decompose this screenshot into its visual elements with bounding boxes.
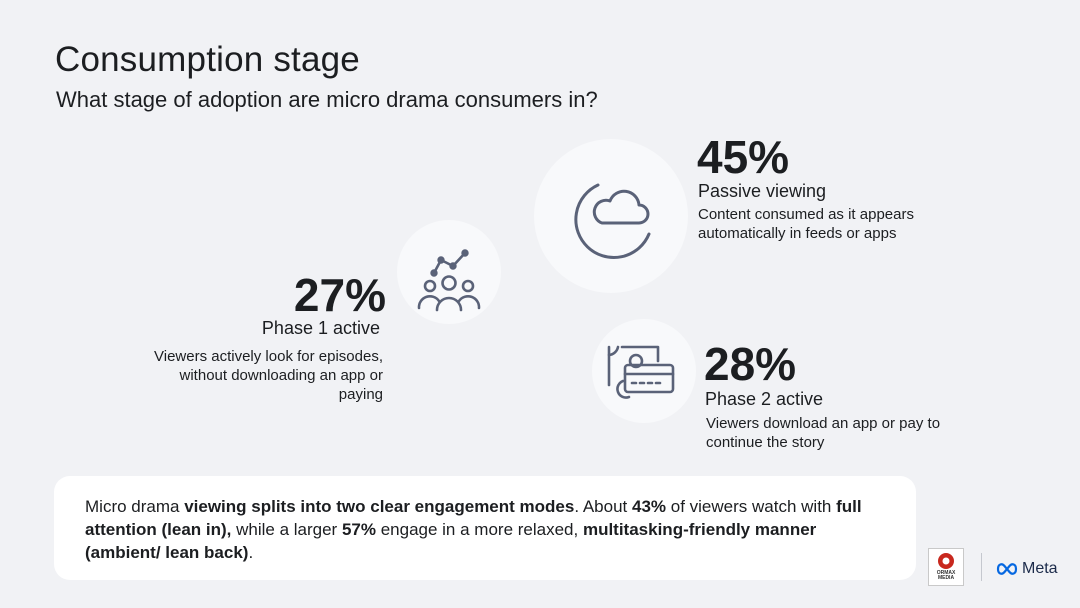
ormax-logo-text: ORMAX MEDIA — [929, 571, 963, 581]
ormax-media-logo: ORMAX MEDIA — [928, 548, 964, 586]
summary-highlight: multitasking-friendly manner (ambient/ l… — [85, 520, 817, 562]
summary-text: . — [248, 543, 254, 562]
phase2-icon-circle — [592, 319, 696, 423]
ormax-emblem-icon — [938, 553, 954, 569]
summary-box: Micro drama viewing splits into two clea… — [54, 476, 916, 580]
logo-divider — [981, 553, 982, 581]
stage-percent: 27% — [293, 269, 386, 321]
passive-viewing-icon-circle — [534, 139, 688, 293]
stage-description: Content consumed as it appears automatic… — [698, 206, 914, 242]
stage-label: Phase 2 active — [705, 389, 824, 409]
meta-logo: Meta — [996, 560, 1058, 578]
moon-cloud-icon — [574, 183, 651, 260]
page-subtitle: What stage of adoption are micro drama c… — [56, 87, 598, 112]
payment-card-icon — [607, 345, 675, 399]
summary-highlight: 57% — [341, 520, 376, 539]
summary-text: Micro drama — [85, 497, 185, 516]
summary-highlight: 43% — [632, 497, 667, 516]
stage-percent: 45% — [697, 131, 790, 183]
summary-text: while a larger — [231, 520, 342, 539]
summary-highlight: full attention (lean in), — [85, 497, 862, 539]
page-title: Consumption stage — [55, 40, 360, 79]
summary-highlight: viewing splits into two clear engagement… — [184, 497, 575, 516]
stage-description: Viewers download an app or pay to contin… — [706, 415, 941, 451]
stage-percent: 28% — [704, 338, 797, 390]
phase1-icon-circle — [397, 220, 501, 324]
ormax-line2: MEDIA — [937, 575, 955, 581]
meta-infinity-icon — [996, 563, 1018, 575]
summary-text: . About — [574, 497, 632, 516]
summary-text: engage in a more relaxed, — [375, 520, 583, 539]
audience-growth-icon — [417, 249, 481, 312]
summary-text: of viewers watch with — [666, 497, 837, 516]
ormax-line1: ORMAX — [936, 570, 956, 576]
stage-description: Viewers actively look for episodes, with… — [154, 348, 383, 403]
stage-label: Passive viewing — [698, 181, 827, 201]
meta-logo-text: Meta — [1022, 560, 1058, 577]
stage-label: Phase 1 active — [261, 318, 380, 338]
